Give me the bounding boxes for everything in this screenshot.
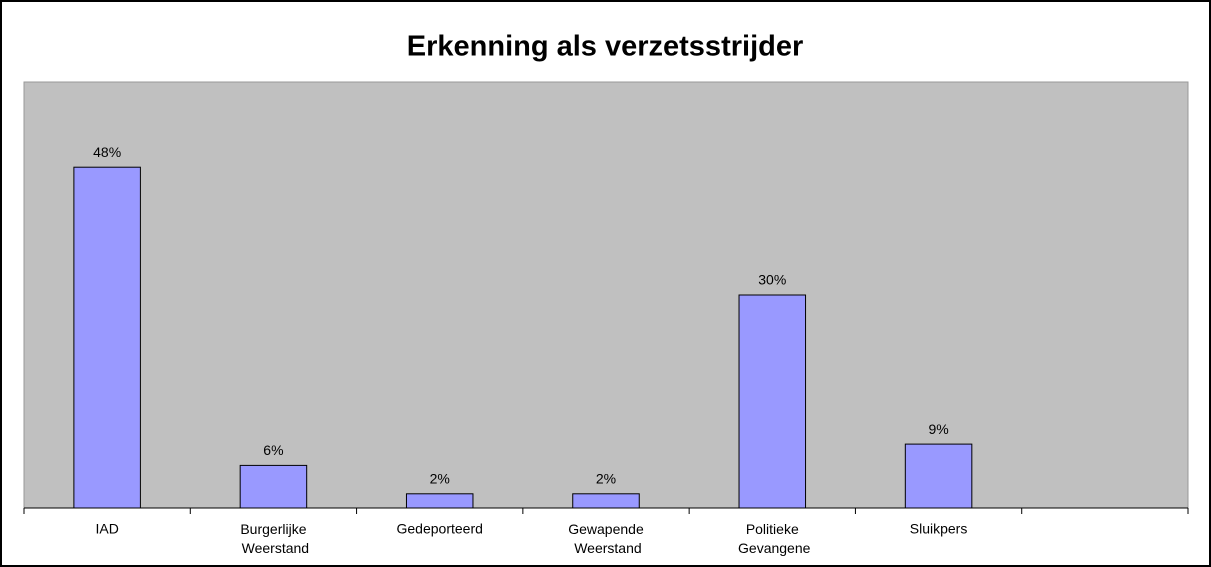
- x-tick-label: Sluikpers: [910, 521, 968, 537]
- x-tick-label: Gedeporteerd: [397, 521, 483, 537]
- bar: [73, 166, 141, 509]
- data-label: 2%: [430, 471, 450, 487]
- bar: [239, 464, 308, 509]
- data-label: 48%: [93, 144, 121, 160]
- bar: [904, 443, 973, 509]
- chart-title: Erkenning als verzetsstrijder: [407, 31, 804, 63]
- bar: [572, 493, 640, 509]
- bar: [405, 493, 474, 509]
- data-label: 30%: [758, 272, 786, 288]
- x-tick-label: Politieke Gevangene: [734, 521, 810, 556]
- data-label: 9%: [928, 421, 948, 437]
- x-tick-label: Gewapende Weerstand: [568, 521, 644, 556]
- x-tick-label: IAD: [95, 521, 118, 537]
- bar: [738, 294, 807, 509]
- x-tick-label: Burgerlijke Weerstand: [238, 521, 309, 556]
- plot-area: [23, 81, 1189, 509]
- data-label: 6%: [263, 442, 283, 458]
- data-label: 2%: [596, 471, 616, 487]
